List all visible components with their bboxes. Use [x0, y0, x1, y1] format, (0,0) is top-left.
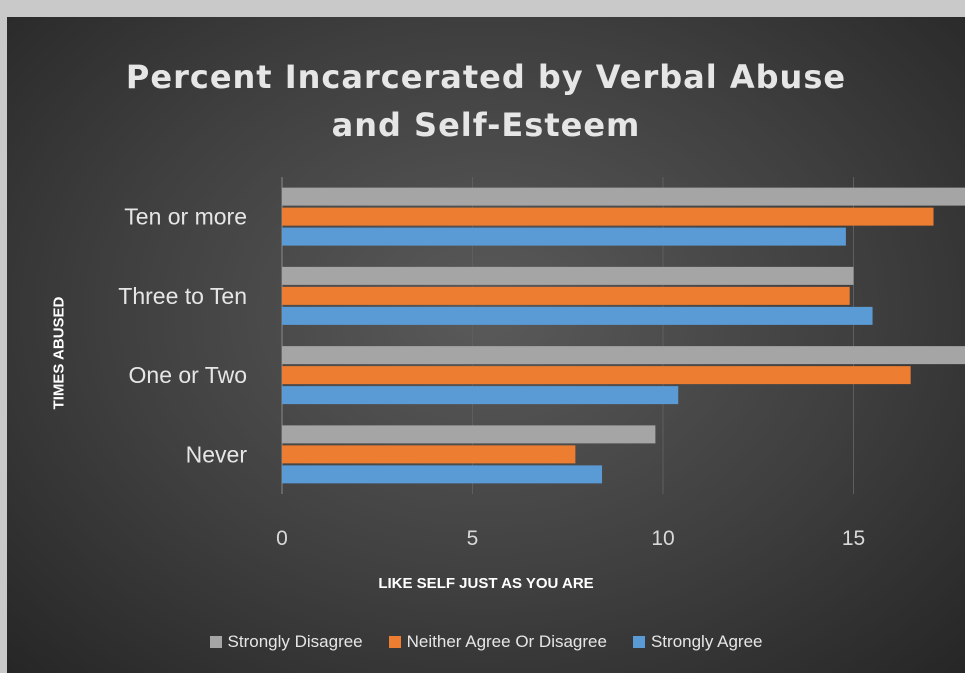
legend-label-strongly-disagree: Strongly Disagree	[227, 632, 363, 651]
x-axis-label: LIKE SELF JUST AS YOU ARE	[378, 575, 594, 592]
bar-ten-or-more-neither-agree-or-disagree	[282, 207, 934, 226]
legend-item-strongly-agree[interactable]: Strongly Agree	[632, 632, 763, 652]
legend-swatch-neither	[388, 636, 401, 648]
y-tick-label-three-to-ten: Three to Ten	[118, 283, 247, 309]
bar-one-or-two-neither-agree-or-disagree	[282, 366, 911, 385]
legend-swatch-strongly-agree	[632, 636, 645, 648]
bar-never-neither-agree-or-disagree	[282, 445, 576, 464]
y-tick-label-never: Never	[186, 441, 248, 467]
bar-one-or-two-strongly-disagree	[282, 346, 965, 365]
bar-three-to-ten-neither-agree-or-disagree	[282, 286, 850, 305]
x-tick-label-15: 15	[842, 527, 865, 550]
bar-ten-or-more-strongly-disagree	[282, 187, 965, 206]
legend-label-strongly-agree: Strongly Agree	[650, 632, 763, 651]
bar-three-to-ten-strongly-agree	[282, 306, 873, 325]
chart-title-line-2: and Self-Esteem	[331, 106, 641, 144]
bar-three-to-ten-strongly-disagree	[282, 266, 854, 285]
legend: Strongly Disagree Neither Agree Or Disag…	[7, 632, 965, 652]
legend-item-strongly-disagree[interactable]: Strongly Disagree	[209, 632, 363, 652]
legend-label-neither: Neither Agree Or Disagree	[406, 632, 607, 651]
bar-ten-or-more-strongly-agree	[282, 227, 846, 246]
chart-title: Percent Incarcerated by Verbal Abuse and…	[7, 53, 965, 149]
x-tick-label-5: 5	[467, 527, 479, 550]
y-tick-label-ten-or-more: Ten or more	[124, 204, 247, 230]
x-tick-label-10: 10	[651, 527, 674, 550]
chart-area: Percent Incarcerated by Verbal Abuse and…	[7, 17, 965, 673]
chart-title-line-1: Percent Incarcerated by Verbal Abuse	[125, 58, 847, 96]
bar-never-strongly-disagree	[282, 425, 656, 444]
legend-item-neither[interactable]: Neither Agree Or Disagree	[388, 632, 607, 652]
y-axis-label: TIMES ABUSED	[50, 296, 68, 410]
x-tick-label-0: 0	[276, 527, 288, 550]
bar-one-or-two-strongly-agree	[282, 386, 679, 405]
legend-swatch-strongly-disagree	[209, 636, 222, 648]
y-tick-label-one-or-two: One or Two	[129, 362, 247, 388]
bar-never-strongly-agree	[282, 465, 603, 484]
